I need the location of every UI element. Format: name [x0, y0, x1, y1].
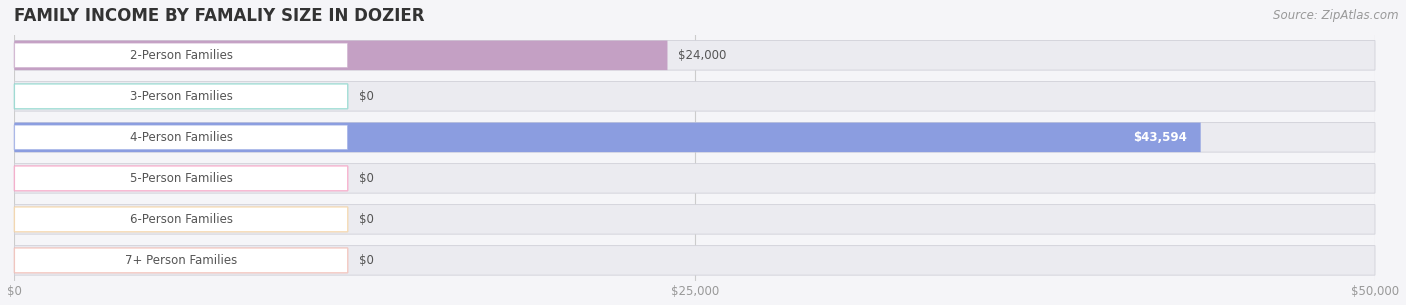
Text: $24,000: $24,000 — [678, 49, 727, 62]
FancyBboxPatch shape — [14, 246, 1375, 275]
FancyBboxPatch shape — [14, 41, 1375, 70]
FancyBboxPatch shape — [14, 123, 1375, 152]
Text: 5-Person Families: 5-Person Families — [129, 172, 232, 185]
Text: FAMILY INCOME BY FAMALIY SIZE IN DOZIER: FAMILY INCOME BY FAMALIY SIZE IN DOZIER — [14, 7, 425, 25]
Text: 4-Person Families: 4-Person Families — [129, 131, 232, 144]
Text: $0: $0 — [359, 172, 374, 185]
Text: $0: $0 — [359, 90, 374, 103]
Text: 3-Person Families: 3-Person Families — [129, 90, 232, 103]
Text: 2-Person Families: 2-Person Families — [129, 49, 232, 62]
FancyBboxPatch shape — [14, 41, 668, 70]
Text: $0: $0 — [359, 213, 374, 226]
Text: $0: $0 — [359, 254, 374, 267]
FancyBboxPatch shape — [14, 166, 347, 191]
FancyBboxPatch shape — [14, 207, 347, 232]
FancyBboxPatch shape — [14, 123, 1201, 152]
Text: Source: ZipAtlas.com: Source: ZipAtlas.com — [1274, 9, 1399, 22]
Text: 7+ Person Families: 7+ Person Families — [125, 254, 238, 267]
FancyBboxPatch shape — [14, 205, 1375, 234]
Text: $43,594: $43,594 — [1133, 131, 1187, 144]
Text: 6-Person Families: 6-Person Families — [129, 213, 232, 226]
FancyBboxPatch shape — [14, 84, 347, 109]
FancyBboxPatch shape — [14, 248, 347, 273]
FancyBboxPatch shape — [14, 81, 1375, 111]
FancyBboxPatch shape — [14, 125, 347, 150]
FancyBboxPatch shape — [14, 43, 347, 68]
FancyBboxPatch shape — [14, 163, 1375, 193]
